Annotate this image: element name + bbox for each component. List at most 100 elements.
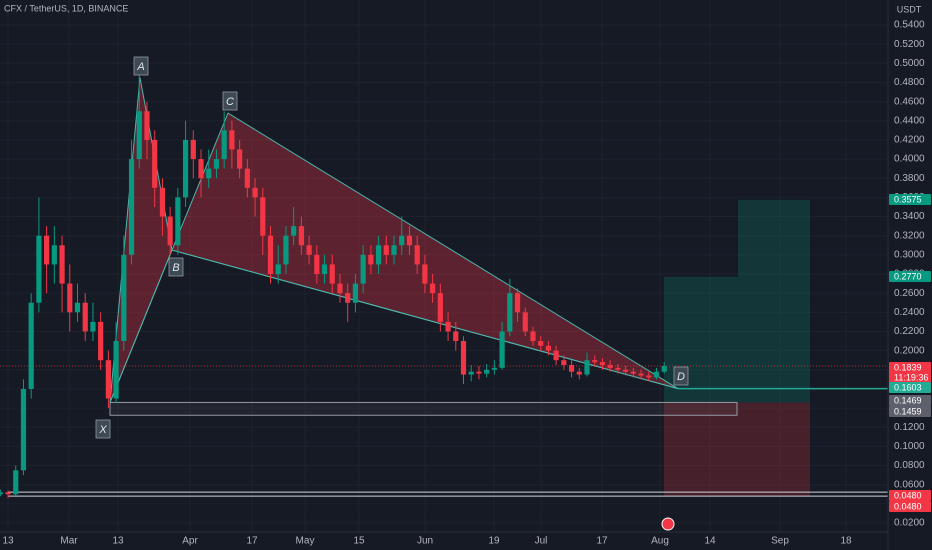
candle-body [306, 245, 312, 255]
candle-body [136, 111, 142, 160]
candle-body [113, 341, 119, 399]
candle-body [522, 312, 528, 332]
candle-body [375, 245, 382, 265]
candle-body [576, 371, 582, 375]
candle-body [491, 367, 497, 370]
pattern-leg [171, 249, 679, 390]
candle-body [213, 159, 220, 169]
pattern-label: D [677, 371, 685, 383]
pattern-label-box [168, 257, 184, 277]
candle-body [44, 235, 50, 265]
candle-body [267, 235, 274, 274]
y-tick-label: 0.4000 [894, 154, 925, 165]
y-tick-label: 0.2200 [894, 326, 925, 337]
candle-body [20, 388, 27, 471]
y-tick-label: 0.2600 [894, 288, 925, 299]
price-label: 0.1459 [894, 406, 922, 416]
candle-body [28, 302, 34, 389]
candle-body [74, 302, 81, 313]
candle-body [530, 331, 536, 342]
candle-body [430, 283, 436, 294]
candle-body [0, 492, 3, 495]
candle-body [630, 371, 636, 374]
y-tick-label: 0.5400 [894, 20, 925, 31]
price-label: 0.2770 [894, 271, 922, 281]
candle-body [298, 226, 304, 246]
y-tick-label: 0.2400 [894, 307, 925, 318]
chart-title: CFX / TetherUS, 1D, BINANCE [4, 3, 128, 13]
candle-body [175, 197, 181, 246]
y-tick-label: 0.5200 [894, 39, 925, 50]
candle-body [615, 367, 621, 370]
loss-zone [664, 402, 810, 497]
x-tick-label: Apr [182, 536, 198, 547]
y-tick-label: 0.4600 [894, 96, 925, 107]
candle-body [514, 293, 521, 313]
y-tick-label: 0.5000 [894, 58, 925, 69]
candle-body [653, 371, 660, 378]
candle-body [59, 245, 65, 284]
price-label-box [889, 271, 931, 282]
candle-body [291, 226, 297, 236]
candle-body [368, 254, 374, 265]
candle-body [538, 341, 544, 346]
candle-body [229, 130, 235, 150]
candle-body [90, 321, 96, 332]
candle-body [252, 187, 258, 198]
candle-body [121, 254, 127, 342]
price-label: 0.1603 [894, 382, 922, 392]
price-label-box [889, 194, 931, 205]
price-label: 0.3575 [894, 194, 922, 204]
x-tick-label: 17 [246, 536, 258, 547]
candle-body [237, 149, 243, 169]
candle-body [337, 283, 343, 294]
candle-body [314, 254, 320, 274]
candle-body [283, 235, 289, 265]
pattern-label-box [222, 91, 238, 111]
x-tick-label: Jun [417, 536, 433, 547]
countdown: 11:19:36 [894, 372, 928, 382]
candle-body [221, 130, 227, 160]
price-label-box [889, 490, 931, 501]
y-tick-label: 0.4400 [894, 115, 925, 126]
candle-body [445, 321, 451, 332]
y-tick-label: 0.2000 [894, 345, 925, 356]
x-tick-label: 18 [840, 536, 852, 547]
candle-body [399, 235, 405, 246]
candle-body [51, 245, 57, 265]
currency: USDT [897, 4, 922, 14]
y-tick-label: 0.3800 [894, 173, 925, 184]
candle-body [383, 245, 389, 255]
x-tick-label: Aug [651, 536, 669, 547]
candle-body [422, 264, 428, 284]
candle-body [98, 321, 104, 361]
candle-body [67, 283, 73, 313]
candle-body [321, 264, 328, 274]
candle-body [476, 371, 482, 374]
candle-body [36, 235, 42, 303]
candle-body [167, 216, 173, 246]
candle-body [592, 360, 598, 363]
candle-body [584, 360, 590, 375]
price-label-box [889, 501, 931, 512]
candle-body [152, 139, 158, 188]
logo [661, 517, 675, 531]
candle-body [260, 197, 266, 236]
candle-body [352, 283, 359, 303]
price-label-box [889, 382, 931, 393]
candle-body [623, 369, 629, 372]
y-tick-label: 0.3400 [894, 211, 925, 222]
pattern-label-box [133, 56, 149, 76]
x-tick-label: 14 [704, 536, 716, 547]
price-label: 0.0480 [894, 490, 922, 500]
candle-body [646, 375, 652, 378]
x-tick-label: Mar [60, 536, 78, 547]
candle-body [638, 373, 644, 376]
x-tick-label: Jul [535, 536, 548, 547]
y-tick-label: 0.4200 [894, 135, 925, 146]
candle-body [329, 264, 335, 284]
candle-body [553, 350, 559, 361]
y-tick-label: 0.4800 [894, 77, 925, 88]
candle-body [414, 245, 420, 265]
